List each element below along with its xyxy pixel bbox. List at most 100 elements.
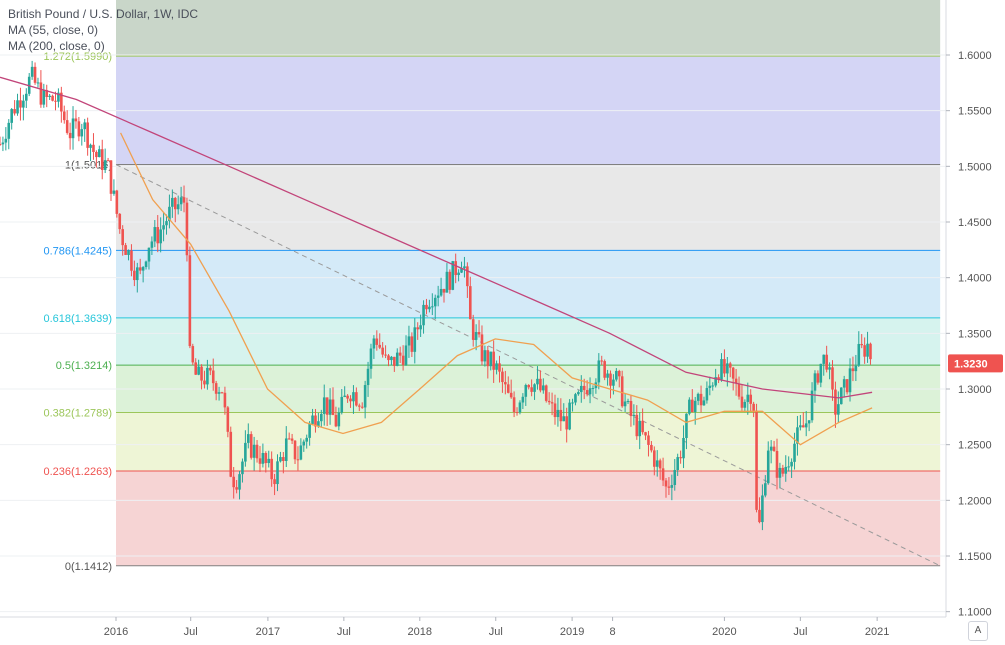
candle-body [246, 434, 250, 443]
candle-body [317, 421, 320, 427]
candle-body [346, 395, 349, 399]
fib-level-label: 0.786(1.4245) [44, 245, 113, 257]
candle-body [100, 149, 104, 170]
candle-body [848, 368, 852, 393]
candle-body [130, 250, 133, 271]
candle-body [387, 355, 390, 361]
candle-body [54, 100, 57, 102]
candle-body [524, 385, 528, 397]
candle-body [667, 486, 671, 488]
candle-body [410, 336, 414, 352]
candle-body [112, 190, 116, 194]
candle-body [197, 366, 200, 375]
ma200-legend: MA (200, close, 0) [8, 39, 105, 53]
fib-level-label: 0(1.1412) [65, 561, 112, 573]
fib-band-top [116, 0, 941, 57]
candle-body [357, 405, 361, 407]
price-tick-label: 1.3000 [958, 384, 992, 396]
time-tick-label: Jul [793, 626, 807, 638]
candle-body [369, 348, 373, 369]
candle-body [495, 363, 498, 370]
candle-body [302, 441, 306, 446]
candle-body [565, 416, 568, 430]
candle-body [506, 384, 510, 393]
candle-body [133, 270, 136, 281]
candle-body [699, 393, 703, 406]
candle-body [282, 457, 285, 461]
candle-body [623, 401, 627, 407]
price-tick-label: 1.4000 [958, 273, 992, 285]
candle-body [153, 227, 157, 242]
candle-body [401, 355, 405, 365]
candle-body [521, 396, 525, 403]
candle-body [124, 245, 127, 255]
candle-body [579, 385, 583, 393]
candle-body [726, 363, 729, 374]
candle-body [629, 400, 633, 417]
candle-body [144, 261, 148, 268]
candle-body [512, 397, 516, 413]
candle-body [582, 385, 586, 391]
candle-body [10, 109, 13, 123]
candle-body [57, 92, 60, 102]
price-tick-label: 1.6000 [958, 50, 992, 62]
candle-body [404, 345, 408, 365]
candle-body [471, 319, 475, 340]
price-tick-label: 1.1500 [958, 551, 992, 563]
candle-body [209, 367, 212, 371]
candle-body [845, 379, 849, 393]
candle-body [191, 346, 195, 363]
time-tick-label: Jul [184, 626, 198, 638]
candle-body [311, 415, 314, 424]
candle-body [831, 367, 834, 390]
candle-body [80, 129, 84, 137]
candle-body [223, 392, 227, 408]
candle-body [457, 272, 460, 276]
candle-body [290, 438, 294, 441]
candle-body [422, 304, 425, 326]
candle-body [115, 190, 119, 214]
candle-body [83, 122, 87, 130]
candle-body [702, 400, 706, 406]
candle-body [173, 197, 177, 210]
candle-body [775, 450, 779, 478]
candle-body [320, 413, 323, 422]
candle-body [325, 397, 329, 415]
candle-body [536, 378, 539, 385]
candle-body [331, 399, 335, 415]
candle-body [492, 351, 495, 370]
candle-body [71, 118, 75, 139]
candle-body [19, 100, 22, 108]
candle-body [650, 444, 653, 451]
auto-scale-button[interactable]: A [968, 621, 988, 641]
candle-body [816, 373, 820, 383]
candle-body [825, 354, 828, 370]
candle-body [211, 370, 215, 384]
candle-body [819, 363, 823, 383]
candle-body [839, 387, 843, 405]
candle-body [360, 406, 364, 408]
candle-body [436, 295, 440, 298]
candle-body [395, 352, 399, 366]
candle-body [340, 396, 344, 413]
candle-body [612, 379, 615, 386]
candle-body [518, 402, 522, 413]
candle-body [135, 267, 139, 281]
candle-body [442, 288, 446, 293]
candle-body [588, 388, 592, 395]
price-tick-label: 1.3500 [958, 328, 992, 340]
time-tick-label: Jul [337, 626, 351, 638]
candle-body [284, 438, 288, 461]
candle-body [834, 389, 837, 415]
time-tick-label: 2016 [104, 626, 128, 638]
candle-body [445, 271, 449, 293]
candle-body [615, 370, 618, 380]
candle-body [33, 66, 37, 83]
price-axis [946, 0, 1005, 645]
candle-body [86, 122, 89, 148]
candle-body [451, 261, 455, 290]
candle-body [617, 370, 621, 377]
candle-body [857, 343, 861, 366]
candle-body [343, 395, 346, 397]
